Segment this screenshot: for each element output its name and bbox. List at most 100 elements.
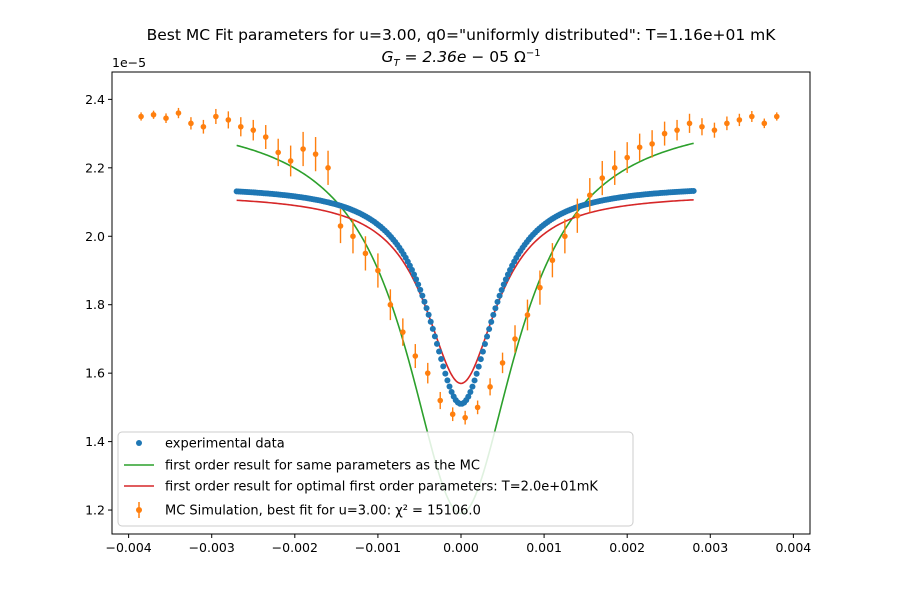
data-point-mc — [537, 284, 543, 291]
data-point-mc — [150, 111, 157, 118]
y-tick-label: 2.2 — [85, 160, 105, 175]
data-point-mc — [412, 353, 419, 359]
data-point-experimental — [475, 363, 482, 370]
legend-label-mc: MC Simulation, best fit for u=3.00: χ² =… — [165, 504, 481, 519]
legend-label-green: first order result for same parameters a… — [165, 459, 480, 474]
data-point-mc — [225, 117, 232, 123]
data-point-mc — [773, 113, 780, 120]
y-tick-label: 2.4 — [85, 92, 105, 107]
data-point-experimental — [413, 276, 420, 283]
data-point-experimental — [486, 326, 493, 333]
x-tick-label: 0.002 — [609, 540, 645, 555]
y-tick-label: 1.4 — [85, 434, 105, 449]
data-point-mc — [200, 123, 207, 130]
data-point-mc — [711, 127, 718, 133]
data-point-experimental — [433, 340, 440, 347]
data-point-experimental — [444, 377, 451, 384]
data-point-experimental — [448, 388, 455, 395]
data-point-mc — [325, 165, 331, 171]
data-point-experimental — [429, 325, 436, 332]
legend: experimental data first order result for… — [117, 431, 634, 527]
x-tick-label: 0.004 — [775, 540, 811, 555]
plot-layer — [138, 107, 780, 515]
data-point-mc — [636, 144, 643, 151]
data-point-mc — [188, 120, 194, 127]
data-point-mc — [524, 312, 531, 318]
data-point-mc — [375, 267, 381, 274]
x-tick-label: 0.001 — [526, 540, 562, 555]
data-point-mc — [699, 123, 705, 130]
data-point-experimental — [469, 383, 476, 390]
data-point-mc — [424, 370, 431, 376]
x-tick-label: −0.004 — [105, 540, 151, 555]
data-point-mc — [487, 384, 493, 390]
data-point-experimental — [467, 389, 474, 396]
y-tick-label: 1.8 — [85, 297, 105, 312]
series-line-red — [236, 199, 694, 385]
data-point-mc — [599, 175, 606, 181]
data-point-mc — [499, 360, 506, 366]
legend-label-experimental: experimental data — [165, 437, 285, 452]
data-point-mc — [449, 411, 456, 418]
data-point-mc — [237, 123, 244, 130]
data-point-mc — [362, 250, 369, 257]
data-point-experimental — [502, 276, 509, 283]
data-point-experimental — [690, 187, 697, 194]
legend-marker-experimental — [136, 440, 142, 446]
x-tick-label: −0.002 — [272, 540, 318, 555]
data-point-experimental — [421, 298, 428, 305]
data-point-mc — [462, 414, 468, 421]
data-point-mc — [624, 154, 630, 161]
data-point-mc — [175, 110, 182, 116]
y-tick-label: 1.6 — [85, 366, 105, 381]
x-tick-label: −0.001 — [355, 540, 401, 555]
data-point-experimental — [411, 271, 418, 278]
x-tick-label: −0.003 — [189, 540, 235, 555]
y-tick-label: 2.0 — [85, 229, 105, 244]
data-point-mc — [574, 212, 581, 219]
data-point-mc — [250, 127, 257, 133]
data-point-experimental — [488, 318, 495, 325]
data-point-mc — [674, 127, 680, 133]
data-point-mc — [512, 336, 518, 342]
data-point-experimental — [423, 305, 430, 312]
data-point-experimental — [479, 348, 486, 355]
y-tick-label: 1.2 — [85, 503, 105, 518]
x-tick-label: 0.000 — [443, 540, 479, 555]
data-point-mc — [562, 233, 568, 240]
data-point-experimental — [504, 271, 511, 278]
data-point-experimental — [496, 292, 503, 299]
legend-box — [117, 431, 634, 527]
data-point-mc — [649, 141, 655, 147]
data-point-mc — [549, 257, 556, 264]
data-point-experimental — [500, 281, 507, 288]
data-point-mc — [350, 233, 356, 240]
data-point-mc — [611, 165, 618, 171]
data-point-mc — [387, 301, 394, 308]
data-point-mc — [163, 115, 169, 121]
data-point-experimental — [440, 363, 447, 370]
data-point-experimental — [427, 318, 434, 325]
data-point-mc — [287, 158, 294, 164]
legend-marker-mc — [136, 507, 142, 513]
data-point-mc — [262, 134, 269, 140]
y-offset-label: 1e−5 — [112, 55, 146, 70]
data-point-experimental — [498, 287, 505, 293]
data-point-experimental — [490, 311, 497, 318]
chart-subtitle: GT = 2.36e − 05 Ω−1 — [381, 48, 540, 69]
data-point-experimental — [436, 348, 443, 355]
data-point-experimental — [471, 377, 478, 384]
data-point-experimental — [477, 356, 484, 363]
data-point-experimental — [492, 305, 499, 312]
axis-ticks: −0.004 −0.003 −0.002 −0.001 0.000 0.001 0.002 0… — [85, 92, 811, 555]
data-point-mc — [337, 223, 344, 229]
data-point-experimental — [446, 383, 453, 390]
data-point-mc — [213, 113, 219, 120]
data-point-mc — [400, 329, 406, 335]
data-point-experimental — [431, 333, 438, 340]
data-point-experimental — [442, 370, 449, 377]
data-point-experimental — [425, 311, 432, 318]
data-point-mc — [474, 404, 481, 411]
data-point-experimental — [481, 340, 488, 347]
data-point-mc — [275, 149, 281, 156]
